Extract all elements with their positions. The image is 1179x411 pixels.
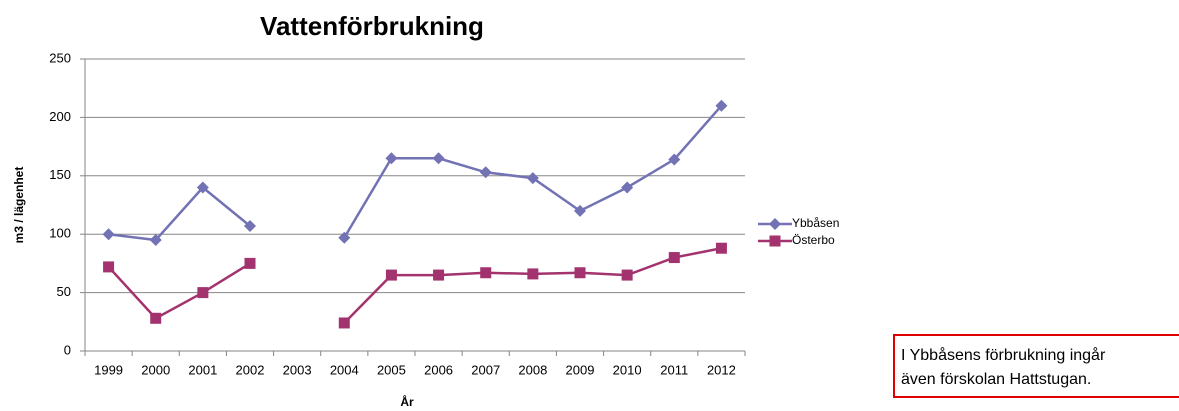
marker (102, 228, 115, 241)
marker (433, 269, 445, 281)
x-tick-label: 2001 (188, 362, 217, 377)
y-tick-label: 250 (49, 50, 71, 65)
y-tick-label: 200 (49, 109, 71, 124)
x-tick-label: 2010 (613, 362, 642, 377)
annotation-box (893, 334, 1179, 398)
y-tick-label: 0 (64, 342, 71, 357)
marker (103, 261, 115, 273)
marker (769, 218, 781, 230)
x-tick-label: 1999 (94, 362, 123, 377)
legend-label: Österbo (792, 233, 835, 247)
x-tick-label: 2004 (330, 362, 359, 377)
series-line (108, 104, 723, 242)
marker (479, 166, 492, 179)
annotation: I Ybbåsens förbrukning ingår (901, 346, 1106, 364)
x-tick-label: 2000 (141, 362, 170, 377)
marker (621, 269, 633, 281)
marker (574, 267, 586, 279)
y-tick-label: 150 (49, 167, 71, 182)
x-tick-label: 2011 (660, 362, 688, 377)
marker (480, 267, 492, 279)
y-axis-label: m3 / lägenhet (12, 167, 26, 244)
x-tick-label: 2008 (518, 362, 547, 377)
legend-label: Ybbåsen (792, 216, 839, 230)
marker (769, 235, 781, 247)
marker (197, 287, 209, 299)
y-tick-label: 100 (49, 226, 71, 241)
marker (244, 257, 256, 269)
x-tick-label: 2005 (377, 362, 406, 377)
marker (574, 204, 586, 217)
chart-title: Vattenförbrukning (260, 11, 484, 41)
marker (149, 234, 162, 247)
x-tick-label: 2009 (566, 362, 595, 377)
x-tick-label: 2012 (707, 362, 736, 377)
marker (385, 269, 397, 281)
marker (526, 172, 539, 185)
marker (668, 252, 680, 264)
marker (715, 99, 728, 112)
marker (338, 231, 351, 244)
marker (621, 181, 634, 194)
marker (385, 152, 398, 165)
marker (244, 220, 256, 233)
x-axis-label: År (400, 394, 414, 409)
marker (150, 312, 162, 324)
marker (196, 181, 209, 194)
x-tick-label: 2007 (471, 362, 500, 377)
marker (432, 152, 445, 165)
series-line (107, 246, 722, 324)
marker (715, 242, 727, 254)
x-tick-label: 2003 (283, 362, 312, 377)
marker (527, 268, 539, 280)
marker (668, 153, 681, 166)
x-tick-label: 2006 (424, 362, 453, 377)
annotation: även förskolan Hattstugan. (901, 371, 1091, 388)
marker (338, 317, 350, 329)
y-tick-label: 50 (57, 284, 71, 299)
x-tick-label: 2002 (236, 362, 265, 377)
